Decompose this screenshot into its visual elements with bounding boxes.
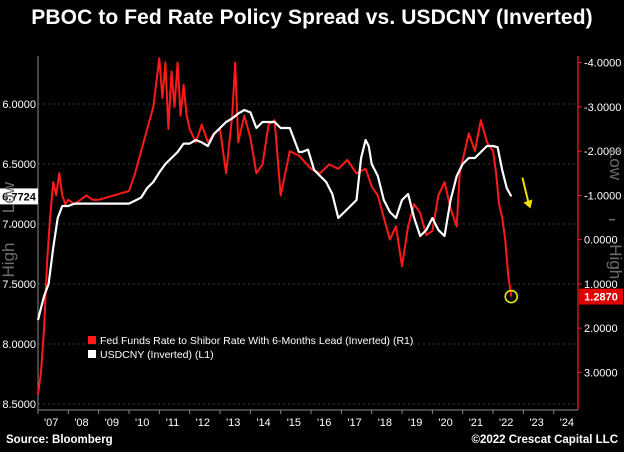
legend-swatch (88, 350, 96, 358)
x-tick-label: '07 (44, 417, 58, 429)
x-tick-label: '20 (438, 417, 452, 429)
x-tick-label: '24 (560, 417, 574, 429)
axis-ticks: 6.0000 6.5000 7.0000 7.5000 8.0000 8.5000 -4.0… (2, 58, 621, 429)
left-tick-label: 6.0000 (2, 99, 36, 111)
x-tick-label: '12 (196, 417, 210, 429)
x-tick-label: '19 (408, 417, 422, 429)
left-last-value-badge (0, 188, 38, 205)
source-note: Source: Bloomberg (6, 434, 113, 446)
x-tick-label: '17 (347, 417, 361, 429)
left-low-label: Low (0, 181, 18, 213)
left-last-value-text: 6.7724 (2, 191, 37, 203)
right-tick-label: -1.0000 (584, 190, 621, 202)
x-tick-label: '18 (378, 417, 392, 429)
left-tick-label: 7.0000 (2, 219, 36, 231)
left-tick-label: 7.5000 (2, 279, 36, 291)
chart-title: PBOC to Fed Rate Policy Spread vs. USDCN… (31, 6, 593, 29)
trend-arrow-shaft (521, 177, 530, 203)
left-tick-label: 8.5000 (2, 399, 36, 411)
plot-frame (37, 56, 579, 411)
right-tick-label: 3.0000 (584, 367, 618, 379)
right-tick-label: 0.0000 (584, 235, 618, 247)
latest-point-marker (504, 289, 519, 304)
left-tick-label: 6.5000 (2, 159, 36, 171)
right-last-value-text: 1.2870 (584, 292, 618, 304)
usdcny-line (36, 108, 513, 321)
x-tick-label: '21 (469, 417, 483, 429)
legend: Fed Funds Rate to Shibor Rate With 6-Mon… (88, 335, 413, 361)
chart-annotations: 6.7724 1.2870 High Low Low High (0, 149, 624, 305)
legend-label: USDCNY (Inverted) (L1) (100, 349, 214, 361)
x-tick-label: '08 (74, 417, 88, 429)
x-tick-label: '16 (317, 417, 331, 429)
trend-arrow-head (523, 199, 533, 209)
grid-lines (38, 103, 578, 405)
right-tick-label: -4.0000 (584, 58, 621, 70)
x-tick-label: '23 (529, 417, 543, 429)
x-tick-label: '14 (256, 417, 270, 429)
legend-label: Fed Funds Rate to Shibor Rate With 6-Mon… (100, 335, 413, 347)
right-tick-label: -2.0000 (584, 146, 621, 158)
left-high-label: High (0, 243, 18, 278)
right-tick-label: -3.0000 (584, 102, 621, 114)
x-tick-label: '10 (135, 417, 149, 429)
left-tick-label: 8.0000 (2, 339, 36, 351)
right-high-label: High (606, 244, 624, 279)
copyright-note: ©2022 Crescat Capital LLC (471, 434, 618, 446)
right-tick-label: 1.0000 (584, 279, 618, 291)
right-low-label: Low (606, 149, 624, 181)
x-tick-label: '09 (105, 417, 119, 429)
right-last-value-badge (579, 288, 623, 305)
x-tick-label: '22 (499, 417, 513, 429)
usdcny-series (36, 108, 513, 321)
x-tick-label: '15 (287, 417, 301, 429)
right-tick-label: 2.0000 (584, 323, 618, 335)
x-tick-label: '11 (166, 417, 180, 429)
legend-swatch (88, 336, 96, 344)
x-tick-label: '13 (226, 417, 240, 429)
